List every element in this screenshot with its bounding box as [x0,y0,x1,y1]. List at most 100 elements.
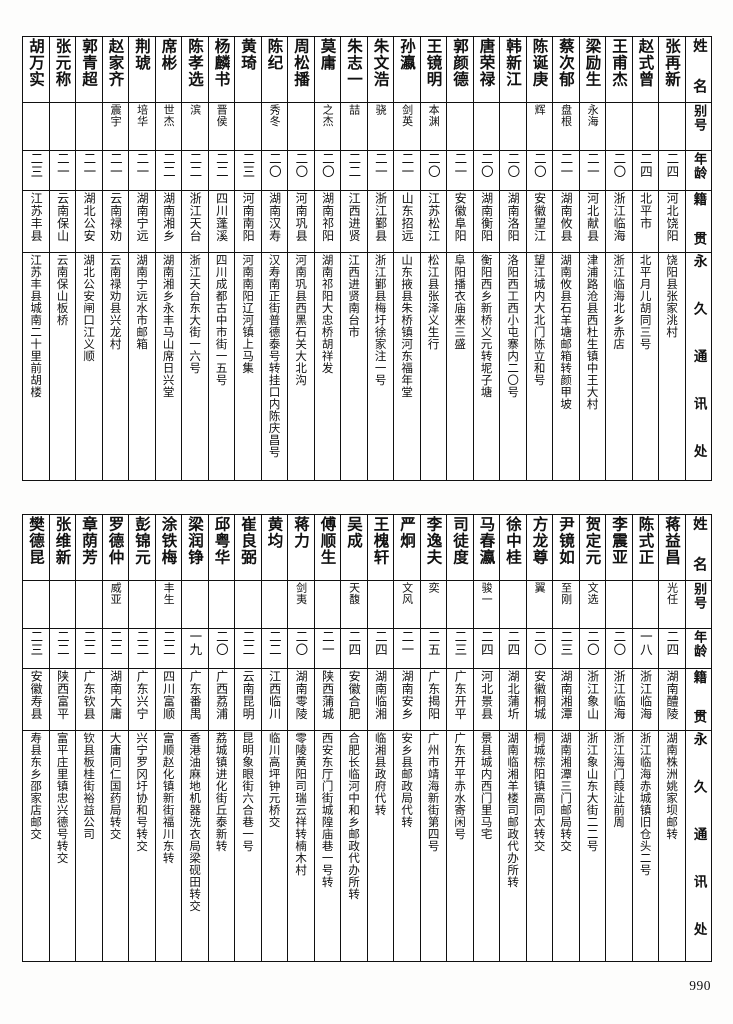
cell-address: 江西进贤南台市 [340,252,368,481]
cell-address: 广东开平赤水寄闲号 [446,730,474,962]
cell-content: 荆琥 [129,38,154,100]
cell-content: 湖南湘潭 [553,670,578,728]
cell-alias [605,102,633,151]
cell-age: 二三 [234,150,262,191]
cell-content: 震宇 [103,104,128,148]
cell-alias [234,580,262,629]
cell-native: 湖南祁阳 [313,190,341,253]
cell-content: 大庸同仁国药局转交 [103,732,128,959]
cell-address: 湖南攸县石羊塘邮箱转颜甲坡 [552,252,580,481]
cell-alias [631,580,659,629]
cell-content: 湖南宁远水市邮箱 [129,254,154,478]
entry-age: 二二 [346,152,362,178]
cell-age: 二〇 [605,150,633,191]
cell-content [633,104,658,148]
entry-native: 湖南湘乡 [161,192,176,242]
entry-native: 湖北公安 [82,192,97,242]
cell-content: 严炯 [394,516,419,578]
cell-alias: 培华 [128,102,156,151]
cell-content: 剑英 [394,104,419,148]
cell-native: 安徽望江 [525,190,553,253]
cell-content: 二一 [394,152,419,188]
cell-content: 本渊 [421,104,446,148]
cell-age: 二四 [366,628,394,669]
row-header-label: 别号 [691,104,707,132]
entry-address: 浙江海门葭沚前周 [612,732,627,828]
cell-content [235,104,260,148]
cell-name: 崔良弼 [234,514,262,581]
cell-age: 二四 [340,628,368,669]
cell-native: 湖南湘潭 [552,668,580,731]
page-number: 990 [689,978,711,993]
table-body: 胡万实 张元称 郭青超 赵家齐 荆琥 席彬 陈孝选 杨麟书 黄琦 陈纪 周松播 莫庸 朱志一 朱文浩 孙瀛王… [22,36,712,481]
cell-content: 湖南湘乡 [156,192,181,250]
cell-content: 二一 [129,152,154,188]
entry-age: 二〇 [425,152,441,178]
cell-content: 丰生 [156,582,181,626]
cell-content: 翼 [527,582,552,626]
row-header-name: 姓 名 [684,514,712,581]
entry-age: 二〇 [531,630,547,656]
cell-content: 广东开平 [447,670,472,728]
cell-native: 北平市 [631,190,659,253]
cell-content [23,104,48,148]
cell-content: 广东钦县 [76,670,101,728]
cell-native: 广西荔浦 [207,668,235,731]
cell-content: 姓 名 [686,516,711,578]
cell-address: 浙江海门葭沚前周 [605,730,633,962]
row-header-label: 永 久 通 讯 处 [690,732,707,945]
cell-address: 河南巩县西黑石关大北沟 [287,252,315,481]
entry-native: 湖南临湘 [373,670,388,720]
cell-name: 马春瀛 [472,514,500,581]
entry-alias: 震宇 [109,104,123,127]
cell-content: 世杰 [156,104,181,148]
cell-alias [658,102,686,151]
cell-content: 二〇 [288,152,313,188]
cell-content: 安徽望江 [527,192,552,250]
cell-content: 安徽寿县 [23,670,48,728]
cell-content: 王甫杰 [606,38,631,100]
cell-native: 河北景县 [472,668,500,731]
cell-native: 广东开平 [446,668,474,731]
cell-age: 二一 [393,628,421,669]
cell-native: 浙江天台 [181,190,209,253]
cell-content: 云南禄劝 [103,192,128,250]
cell-name: 韩新江 [499,36,527,103]
entry-address: 富顺赵化镇新街福川东转 [161,732,176,864]
cell-content: 云南禄劝县兴龙村 [103,254,128,478]
cell-content: 二一 [103,152,128,188]
cell-content: 湖南衡阳 [474,192,499,250]
cell-name: 严炯 [393,514,421,581]
cell-content: 湖南临湘 [368,670,393,728]
cell-address: 香港油麻地机器洗衣局梁砚田转交 [181,730,209,962]
cell-name: 唐荣禄 [472,36,500,103]
cell-content: 二〇 [262,152,287,188]
entry-alias: 世杰 [162,104,176,127]
entry-native: 广东兴宁 [135,670,150,720]
entry-address: 汉寿南正街普德泰号转挂口内陈庆昌号 [267,254,282,458]
cell-content: 浙江海门葭沚前周 [606,732,631,959]
cell-content: 韩新江 [500,38,525,100]
cell-alias [207,580,235,629]
cell-native: 广东番禺 [181,668,209,731]
cell-alias: 永海 [578,102,606,151]
cell-name: 莫庸 [313,36,341,103]
cell-content: 陈诞庚 [527,38,552,100]
cell-alias [234,102,262,151]
entry-age: 二〇 [505,152,521,178]
entry-address: 湖南株洲姚家坝邮转 [665,732,680,840]
entry-native: 浙江临海 [638,670,653,720]
entry-age: 二四 [664,630,680,656]
cell-content: 江苏丰县城南二十里前胡楼 [23,254,48,478]
cell-alias: 翼 [525,580,553,629]
cell-content: 二〇 [606,152,631,188]
row-header-age: 年龄 [684,628,712,669]
cell-content [633,582,658,626]
cell-native: 安徽阜阳 [446,190,474,253]
cell-content: 二一 [50,152,75,188]
row-header-address: 永 久 通 讯 处 [684,252,712,481]
cell-age: 二一 [366,150,394,191]
cell-native: 河北献县 [578,190,606,253]
entry-native: 湖南衡阳 [479,192,494,242]
cell-content: 王槐轩 [368,516,393,578]
